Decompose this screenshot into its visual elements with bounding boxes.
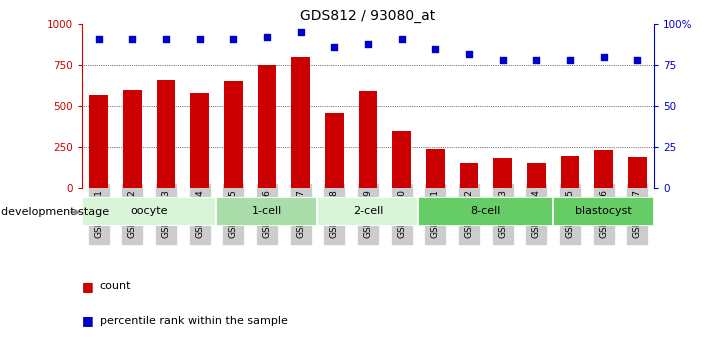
Bar bbox=[292, 57, 310, 188]
Text: oocyte: oocyte bbox=[130, 206, 168, 216]
Title: GDS812 / 93080_at: GDS812 / 93080_at bbox=[300, 9, 436, 23]
Text: ■: ■ bbox=[82, 280, 94, 293]
Bar bbox=[325, 114, 343, 188]
Bar bbox=[419, 197, 553, 226]
Point bbox=[464, 51, 475, 57]
Bar bbox=[156, 80, 175, 188]
Point bbox=[328, 45, 340, 50]
Point bbox=[497, 58, 508, 63]
Bar bbox=[90, 95, 108, 188]
Text: ■: ■ bbox=[82, 314, 94, 327]
Bar bbox=[224, 81, 242, 188]
Bar bbox=[594, 150, 613, 188]
Bar bbox=[628, 157, 646, 188]
Bar bbox=[358, 90, 378, 188]
Text: 2-cell: 2-cell bbox=[353, 206, 383, 216]
Bar bbox=[426, 149, 444, 188]
Bar bbox=[561, 156, 579, 188]
Text: blastocyst: blastocyst bbox=[575, 206, 632, 216]
Bar bbox=[82, 197, 216, 226]
Bar bbox=[257, 65, 276, 188]
Point bbox=[362, 41, 374, 47]
Point bbox=[261, 34, 272, 40]
Point bbox=[530, 58, 542, 63]
Bar bbox=[493, 158, 512, 188]
Point bbox=[631, 58, 643, 63]
Point bbox=[194, 36, 205, 42]
Bar bbox=[123, 90, 141, 188]
Point bbox=[127, 36, 138, 42]
Point bbox=[295, 30, 306, 35]
Bar bbox=[460, 162, 479, 188]
Text: 1-cell: 1-cell bbox=[252, 206, 282, 216]
Point bbox=[565, 58, 576, 63]
Bar bbox=[191, 93, 209, 188]
Point bbox=[160, 36, 171, 42]
Bar bbox=[553, 197, 654, 226]
Bar bbox=[216, 197, 317, 226]
Text: development stage: development stage bbox=[1, 207, 109, 217]
Text: percentile rank within the sample: percentile rank within the sample bbox=[100, 316, 287, 326]
Point bbox=[429, 46, 441, 51]
Point bbox=[228, 36, 239, 42]
Text: count: count bbox=[100, 282, 131, 291]
Point bbox=[93, 36, 105, 42]
Bar bbox=[392, 131, 411, 188]
Text: 8-cell: 8-cell bbox=[471, 206, 501, 216]
Bar bbox=[317, 197, 419, 226]
Bar bbox=[527, 164, 545, 188]
Point bbox=[396, 36, 407, 42]
Point bbox=[598, 54, 609, 60]
